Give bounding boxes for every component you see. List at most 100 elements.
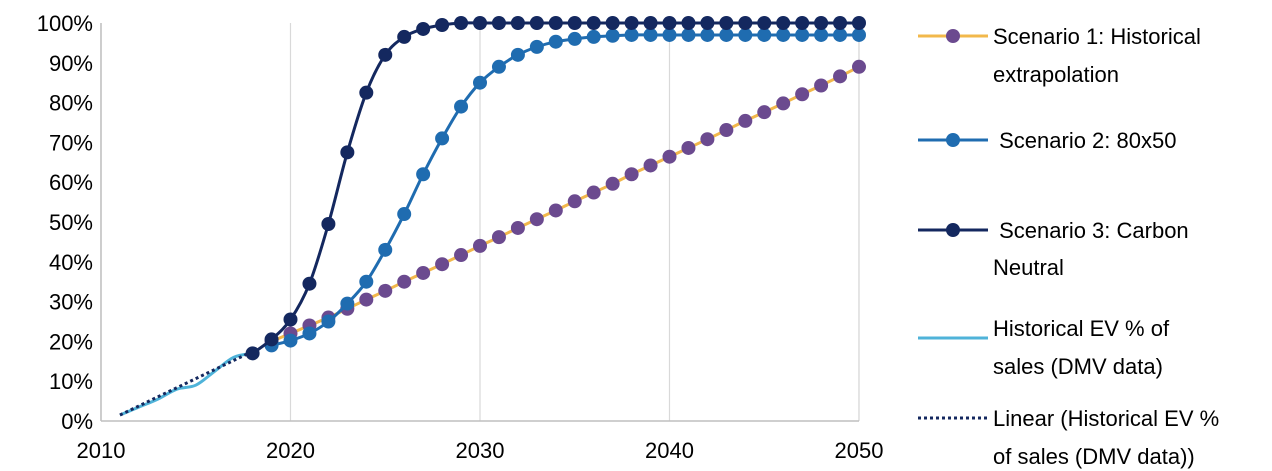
series-3-point <box>624 16 639 30</box>
axes <box>100 23 859 422</box>
legend-item-2: Scenario 2: 80x50 <box>918 128 1176 153</box>
y-tick-label: 80% <box>49 91 93 116</box>
series-2-point <box>454 99 469 114</box>
series-1-point <box>454 248 469 263</box>
series-2-point <box>529 39 544 54</box>
series-3-point <box>321 216 336 231</box>
y-tick-label: 20% <box>49 329 93 354</box>
legend-symbol-marker <box>946 29 960 43</box>
series-3-point <box>283 312 298 327</box>
series-2-point <box>302 326 317 341</box>
series-2-point <box>473 75 487 90</box>
y-tick-label: 90% <box>49 51 93 76</box>
series-5-line <box>119 349 254 417</box>
x-tick-label: 2010 <box>77 438 126 463</box>
x-tick-label: 2050 <box>835 438 884 463</box>
legend-symbol-marker <box>946 133 960 147</box>
series-3-point <box>643 16 658 30</box>
legend-symbol-marker <box>946 223 960 237</box>
series-2-point <box>435 131 450 146</box>
series-3-point <box>378 47 393 62</box>
y-tick-label: 100% <box>37 11 93 36</box>
series-1-point <box>795 87 810 102</box>
series-1-point <box>852 59 866 74</box>
series-3-point <box>340 145 355 160</box>
series-3-point <box>700 16 715 30</box>
series-1-point <box>738 113 753 128</box>
series-3-point <box>416 21 431 36</box>
x-tick-label: 2030 <box>456 438 505 463</box>
series-2-point <box>359 274 374 289</box>
series-2-point <box>662 27 677 42</box>
series-3-point <box>795 16 810 30</box>
series-3-point <box>454 16 469 30</box>
series-3-point <box>757 16 772 30</box>
series-2-point <box>833 27 848 42</box>
series-2-point <box>624 27 639 42</box>
series-2-point <box>776 27 791 42</box>
series-3-point <box>435 17 450 32</box>
series-1 <box>264 59 866 349</box>
series-3-point <box>833 16 848 30</box>
series-2-point <box>548 34 563 49</box>
series-1-point <box>510 220 525 235</box>
series-4 <box>119 351 253 417</box>
series-1-point <box>378 283 393 298</box>
series-1-point <box>586 185 601 200</box>
series-1-point <box>833 69 848 84</box>
series-2-point <box>681 27 696 42</box>
legend: Scenario 1: Historical extrapolation Scen… <box>918 24 1219 469</box>
legend-label: Scenario 2: 80x50 <box>993 128 1176 153</box>
series-1-point <box>700 132 715 147</box>
series-3-point <box>245 346 260 361</box>
series-3-point <box>776 16 791 30</box>
series-2-point <box>757 27 772 42</box>
series-1-point <box>397 274 412 289</box>
series-2-point <box>378 242 393 257</box>
series-2-point <box>283 333 298 348</box>
series-3-point <box>719 16 734 30</box>
series-1-point <box>548 203 563 218</box>
series-1-point <box>529 212 544 227</box>
series-2-point <box>643 27 658 42</box>
series-1-point <box>359 292 374 307</box>
series-2-point <box>340 296 355 311</box>
series-1-point <box>624 167 639 182</box>
series-3-point <box>738 16 753 30</box>
series-3-point <box>264 332 279 347</box>
legend-item-4: Historical EV % of sales (DMV data) <box>918 316 1170 379</box>
series-3-point <box>548 16 563 30</box>
y-tick-label: 30% <box>49 290 93 315</box>
series-1-point <box>719 123 734 138</box>
series-1-point <box>757 105 772 120</box>
legend-label: Scenario 3: Carbon <box>993 218 1189 243</box>
series-3-point <box>662 16 677 30</box>
series-1-point <box>814 78 829 93</box>
series-1-point <box>416 265 431 280</box>
series-3-point <box>681 16 696 30</box>
x-tick-label: 2040 <box>645 438 694 463</box>
series-2-point <box>719 27 734 42</box>
legend-label: Scenario 1: Historical <box>993 24 1201 49</box>
y-tick-label: 0% <box>61 409 93 434</box>
series-3-point <box>586 16 601 30</box>
y-tick-label: 70% <box>49 130 93 155</box>
legend-item-1: Scenario 1: Historical extrapolation <box>918 24 1201 87</box>
series-1-point <box>605 176 620 191</box>
series-2-point <box>321 314 336 329</box>
y-tick-label: 10% <box>49 369 93 394</box>
series-2-point <box>397 207 412 222</box>
legend-label: Neutral <box>993 255 1064 280</box>
series-2-point <box>738 27 753 42</box>
legend-item-5: Linear (Historical EV % of sales (DMV dat… <box>918 406 1219 469</box>
series-2-point <box>567 31 582 46</box>
series-1-point <box>567 194 582 209</box>
series-3-point <box>567 16 582 30</box>
series-2-point <box>605 28 620 43</box>
series-2-point <box>852 27 866 42</box>
series-2-point <box>416 167 431 182</box>
series-3-point <box>814 16 829 30</box>
legend-label: Linear (Historical EV % <box>993 406 1219 431</box>
series-2-point <box>586 29 601 44</box>
